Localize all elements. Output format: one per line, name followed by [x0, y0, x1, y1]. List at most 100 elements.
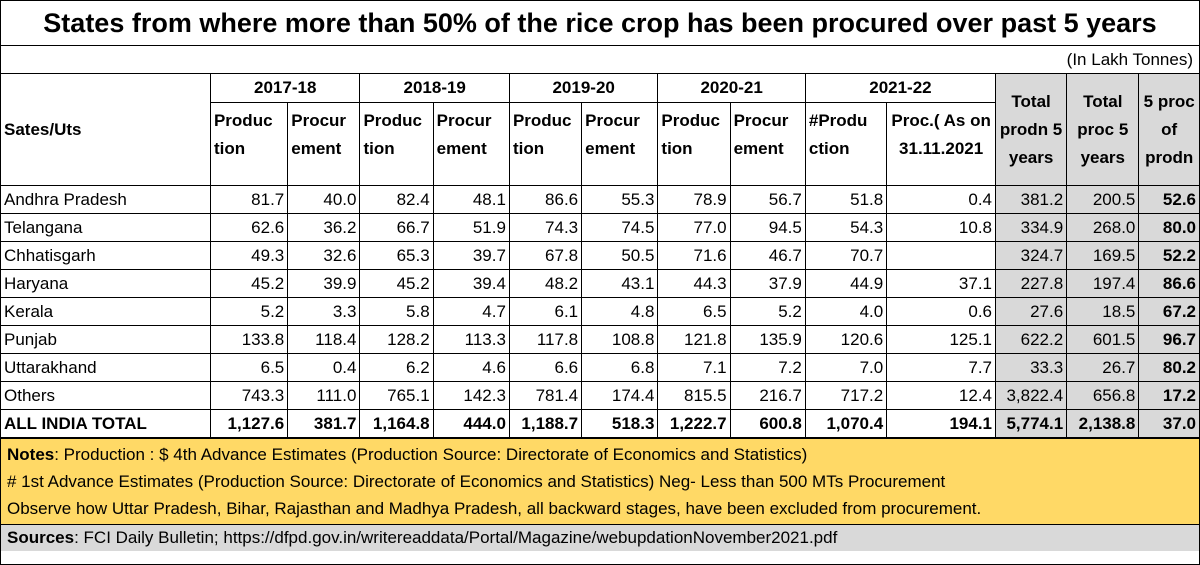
value-cell: 37.9 [729, 269, 806, 298]
value-cell: 0.6 [886, 297, 997, 326]
value-cell: 7.7 [886, 353, 997, 382]
value-cell: 1,222.7 [657, 409, 731, 438]
value-cell: 444.0 [432, 409, 510, 438]
value-cell: 216.7 [729, 381, 806, 410]
value-cell: 815.5 [657, 381, 731, 410]
sources-text: : FCI Daily Bulletin; https://dfpd.gov.i… [74, 528, 838, 547]
value-cell: 49.3 [209, 241, 289, 270]
value-cell: 52.2 [1138, 241, 1199, 270]
value-cell: 121.8 [657, 325, 731, 354]
value-cell: 334.9 [995, 213, 1068, 242]
total-production-header: Total prodn 5 years [995, 74, 1068, 186]
value-cell: 27.6 [995, 297, 1068, 326]
value-cell: 5.8 [359, 297, 434, 326]
table-row: Uttarakhand 6.5 0.4 6.2 4.6 6.6 6.8 7.1 7.2 7.0 7.… [1, 353, 1199, 382]
year-header: 2019-20 [508, 74, 659, 103]
value-cell: 71.6 [657, 241, 731, 270]
table-row: Kerala 5.2 3.3 5.8 4.7 6.1 4.8 6.5 5.2 4.0 0.6 27.6… [1, 297, 1199, 326]
state-name: Punjab [1, 325, 211, 354]
state-name: Telangana [1, 213, 211, 242]
percent-procured-header: 5 proc of prodn [1138, 74, 1199, 186]
value-cell: 78.9 [657, 185, 731, 214]
value-cell: 518.3 [581, 409, 659, 438]
value-cell: 781.4 [508, 381, 583, 410]
value-cell: 128.2 [359, 325, 434, 354]
value-cell: 80.0 [1138, 213, 1199, 242]
value-cell: 39.4 [432, 269, 510, 298]
value-cell: 45.2 [209, 269, 289, 298]
value-cell: 39.7 [432, 241, 510, 270]
value-cell: 717.2 [804, 381, 888, 410]
sub-header: Procur ement [287, 102, 361, 186]
value-cell: 86.6 [508, 185, 583, 214]
procurement-table: Sates/Uts 2017-18 2018-19 2019-20 2020-2… [1, 74, 1199, 438]
total-row: ALL INDIA TOTAL 1,127.6 381.7 1,164.8 444.0 1… [1, 409, 1199, 438]
value-cell: 18.5 [1066, 297, 1140, 326]
state-name: ALL INDIA TOTAL [1, 409, 211, 438]
year-header: 2021-22 [804, 74, 997, 103]
state-column-header: Sates/Uts [1, 74, 211, 186]
value-cell: 197.4 [1066, 269, 1140, 298]
value-cell: 324.7 [995, 241, 1068, 270]
value-cell: 133.8 [209, 325, 289, 354]
notes-line: Notes: Production : $ 4th Advance Estima… [7, 441, 1193, 468]
value-cell: 6.6 [508, 353, 583, 382]
value-cell: 113.3 [432, 325, 510, 354]
value-cell: 56.7 [729, 185, 806, 214]
value-cell: 36.2 [287, 213, 361, 242]
state-name: Others [1, 381, 211, 410]
value-cell: 3,822.4 [995, 381, 1068, 410]
notes-label: Notes [7, 445, 55, 464]
value-cell: 51.8 [804, 185, 888, 214]
value-cell: 96.7 [1138, 325, 1199, 354]
value-cell: 62.6 [209, 213, 289, 242]
table-row: Others 743.3 111.0 765.1 142.3 781.4 174.4 815.… [1, 381, 1199, 410]
sub-header: Procur ement [729, 102, 806, 186]
value-cell: 622.2 [995, 325, 1068, 354]
value-cell: 118.4 [287, 325, 361, 354]
value-cell: 37.1 [886, 269, 997, 298]
state-name: Kerala [1, 297, 211, 326]
value-cell: 80.2 [1138, 353, 1199, 382]
value-cell: 45.2 [359, 269, 434, 298]
year-header: 2017-18 [209, 74, 361, 103]
state-name: Andhra Pradesh [1, 185, 211, 214]
value-cell: 169.5 [1066, 241, 1140, 270]
sub-header: Produc tion [657, 102, 731, 186]
value-cell: 55.3 [581, 185, 659, 214]
sub-header: Proc.( As on 31.11.2021 [886, 102, 996, 186]
value-cell: 32.6 [287, 241, 361, 270]
value-cell: 268.0 [1066, 213, 1140, 242]
state-name: Chhatisgarh [1, 241, 211, 270]
value-cell: 1,164.8 [359, 409, 434, 438]
value-cell: 125.1 [886, 325, 997, 354]
value-cell: 108.8 [581, 325, 659, 354]
value-cell: 1,127.6 [209, 409, 289, 438]
value-cell: 5,774.1 [995, 409, 1068, 438]
value-cell: 381.2 [995, 185, 1068, 214]
value-cell: 66.7 [359, 213, 434, 242]
notes-line: Observe how Uttar Pradesh, Bihar, Rajast… [7, 499, 982, 518]
table-row: Chhatisgarh 49.3 32.6 65.3 39.7 67.8 50.5 71.6 4… [1, 241, 1199, 270]
sub-header: Produc tion [210, 102, 289, 186]
value-cell: 65.3 [359, 241, 434, 270]
sub-header: #Produ ction [804, 102, 888, 186]
value-cell: 120.6 [804, 325, 888, 354]
value-cell: 82.4 [359, 185, 434, 214]
value-cell: 4.0 [804, 297, 888, 326]
unit-label: (In Lakh Tonnes) [1, 46, 1199, 74]
value-cell: 142.3 [432, 381, 510, 410]
value-cell [886, 241, 997, 270]
notes-text: : Production : $ 4th Advance Estimates (… [54, 445, 808, 464]
value-cell: 7.0 [804, 353, 888, 382]
year-header: 2020-21 [657, 74, 806, 103]
value-cell: 70.7 [804, 241, 888, 270]
value-cell: 381.7 [287, 409, 361, 438]
sub-header: Produc tion [359, 102, 434, 186]
value-cell: 94.5 [729, 213, 806, 242]
value-cell: 200.5 [1066, 185, 1140, 214]
value-cell: 17.2 [1138, 381, 1199, 410]
table-row: Punjab 133.8 118.4 128.2 113.3 117.8 108.8 121.… [1, 325, 1199, 354]
value-cell: 4.7 [432, 297, 510, 326]
